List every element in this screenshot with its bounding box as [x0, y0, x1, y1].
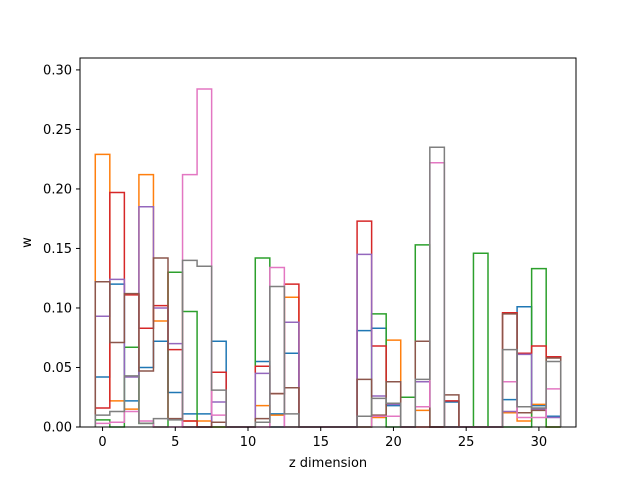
x-tick-label: 25 [458, 435, 475, 450]
y-tick-label: 0.30 [43, 63, 72, 78]
y-tick-label: 0.00 [43, 421, 72, 436]
y-tick-label: 0.15 [43, 242, 72, 257]
x-axis-ticks: 0 5 10 15 20 25 30 [98, 427, 547, 450]
x-tick-label: 20 [385, 435, 402, 450]
x-tick-label: 10 [240, 435, 257, 450]
y-axis-ticks: 0.00 0.05 0.10 0.15 0.20 0.25 0.30 [43, 63, 80, 436]
plot-area [80, 58, 576, 427]
plot-frame [79, 57, 577, 428]
y-tick-label: 0.10 [43, 301, 72, 316]
x-tick-label: 0 [98, 435, 106, 450]
x-tick-label: 15 [312, 435, 329, 450]
y-tick-label: 0.25 [43, 123, 72, 138]
y-tick-label: 0.05 [43, 361, 72, 376]
x-axis-label: z dimension [289, 456, 367, 471]
y-tick-label: 0.20 [43, 182, 72, 197]
x-tick-label: 5 [171, 435, 179, 450]
x-tick-label: 30 [531, 435, 548, 450]
y-axis-label: w [20, 237, 35, 248]
